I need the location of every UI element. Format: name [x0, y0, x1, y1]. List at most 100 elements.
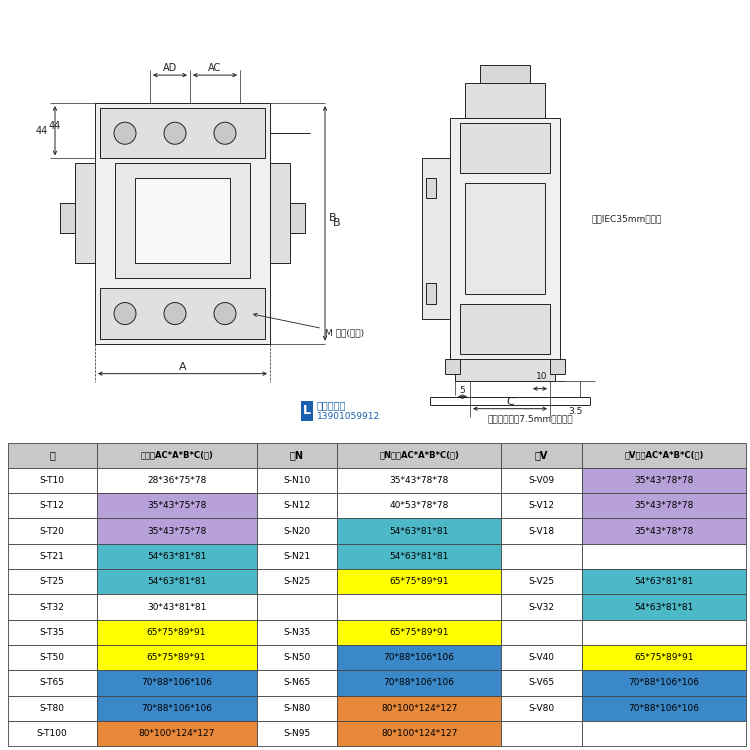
Text: 70*88*106*106: 70*88*106*106	[384, 653, 454, 662]
Bar	[581, 569, 746, 594]
Text: S-N12: S-N12	[284, 501, 310, 510]
Text: 35*43*78*78: 35*43*78*78	[634, 476, 694, 485]
Circle shape	[114, 302, 136, 325]
Bar	[502, 696, 581, 721]
Bar	[256, 721, 337, 746]
Text: S-N80: S-N80	[284, 704, 310, 712]
Text: 35*43*75*78: 35*43*75*78	[147, 501, 206, 510]
Circle shape	[164, 122, 186, 144]
Text: 80*100*124*127: 80*100*124*127	[381, 704, 458, 712]
Text: S-V32: S-V32	[529, 602, 554, 611]
Text: S-V80: S-V80	[529, 704, 554, 712]
Bar	[337, 670, 502, 696]
Text: S-N10: S-N10	[284, 476, 310, 485]
Text: 65*75*89*91: 65*75*89*91	[389, 578, 449, 586]
Bar	[337, 696, 502, 721]
Bar	[256, 468, 337, 494]
Bar	[8, 696, 97, 721]
Bar	[256, 645, 337, 670]
Bar	[337, 442, 502, 468]
Bar	[8, 569, 97, 594]
Text: 28*36*75*78: 28*36*75*78	[147, 476, 206, 485]
Bar	[502, 594, 581, 619]
Bar	[290, 203, 305, 233]
Bar	[337, 569, 502, 594]
Bar	[100, 108, 265, 158]
Bar	[8, 518, 97, 544]
Bar	[8, 468, 97, 494]
Text: 70*88*106*106: 70*88*106*106	[141, 679, 212, 688]
Bar	[100, 289, 265, 338]
Text: S-T65: S-T65	[40, 679, 64, 688]
Bar	[450, 118, 560, 358]
Text: 54*63*81*81: 54*63*81*81	[389, 526, 448, 536]
Bar	[581, 494, 746, 518]
Bar	[502, 721, 581, 746]
Text: 30*43*81*81: 30*43*81*81	[147, 602, 206, 611]
Bar	[8, 442, 97, 468]
Bar	[75, 164, 95, 263]
Bar	[337, 494, 502, 518]
Text: S-T12: S-T12	[40, 501, 64, 510]
Text: S-T80: S-T80	[40, 704, 64, 712]
Bar	[480, 65, 530, 83]
Bar	[460, 123, 550, 173]
Bar	[581, 544, 746, 569]
Text: 新尺寸AC*A*B*C(高): 新尺寸AC*A*B*C(高)	[140, 451, 213, 460]
Text: 13901059912: 13901059912	[317, 413, 380, 422]
Bar	[8, 544, 97, 569]
Bar	[581, 468, 746, 494]
Text: B: B	[333, 218, 340, 229]
Text: 44: 44	[36, 126, 48, 136]
Text: 老N: 老N	[290, 450, 304, 460]
Text: AD: AD	[163, 63, 177, 74]
Bar	[581, 518, 746, 544]
Bar	[256, 696, 337, 721]
Text: 44: 44	[49, 121, 62, 130]
Text: S-V09: S-V09	[529, 476, 554, 485]
Text: B: B	[329, 214, 337, 223]
Text: S-T100: S-T100	[37, 729, 68, 738]
Text: S-V18: S-V18	[529, 526, 554, 536]
Text: S-N50: S-N50	[284, 653, 310, 662]
Bar	[502, 518, 581, 544]
Bar	[8, 721, 97, 746]
Text: 35*43*78*78: 35*43*78*78	[634, 501, 694, 510]
Bar	[8, 594, 97, 619]
Text: S-N95: S-N95	[284, 729, 310, 738]
Bar	[97, 494, 256, 518]
Bar	[8, 645, 97, 670]
Text: 10: 10	[536, 372, 548, 381]
Bar	[581, 594, 746, 619]
Text: C: C	[506, 397, 514, 406]
Bar	[97, 518, 256, 544]
Bar	[256, 544, 337, 569]
Bar	[97, 645, 256, 670]
Text: 老V尺寸AC*A*B*C(高): 老V尺寸AC*A*B*C(高)	[624, 451, 704, 460]
Bar	[445, 358, 460, 374]
Bar	[502, 494, 581, 518]
Bar	[115, 164, 250, 278]
Bar	[426, 284, 436, 304]
Text: S-V40: S-V40	[529, 653, 554, 662]
Circle shape	[214, 122, 236, 144]
Circle shape	[214, 302, 236, 325]
Text: M 螺丝(自举): M 螺丝(自举)	[254, 314, 364, 338]
Text: 54*63*81*81: 54*63*81*81	[634, 578, 694, 586]
Text: S-T25: S-T25	[40, 578, 64, 586]
Bar	[337, 594, 502, 619]
Bar	[337, 518, 502, 544]
Bar	[337, 721, 502, 746]
Text: 54*63*81*81: 54*63*81*81	[389, 552, 448, 561]
Bar	[465, 83, 545, 118]
Bar	[581, 696, 746, 721]
Text: S-N20: S-N20	[284, 526, 310, 536]
Text: 65*75*89*91: 65*75*89*91	[389, 628, 449, 637]
Circle shape	[164, 302, 186, 325]
Bar	[8, 620, 97, 645]
Text: S-V25: S-V25	[529, 578, 554, 586]
Bar	[256, 670, 337, 696]
Bar	[422, 158, 450, 319]
Bar	[97, 696, 256, 721]
Bar	[455, 358, 555, 381]
